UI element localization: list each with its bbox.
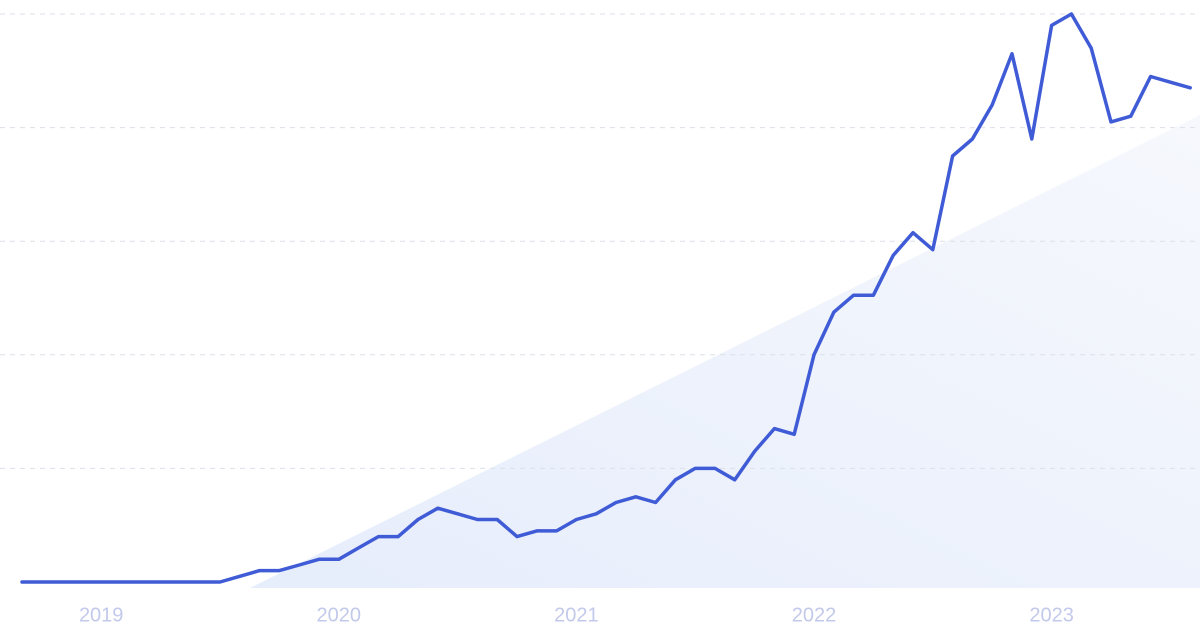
x-tick-label: 2023 [1029, 604, 1074, 626]
trend-line [20, 12, 1192, 584]
x-tick-label: 2021 [554, 604, 599, 626]
x-tick-label: 2020 [317, 604, 362, 626]
x-tick-label: 2019 [79, 604, 124, 626]
x-tick-label: 2022 [792, 604, 837, 626]
background-shape [250, 115, 1200, 588]
